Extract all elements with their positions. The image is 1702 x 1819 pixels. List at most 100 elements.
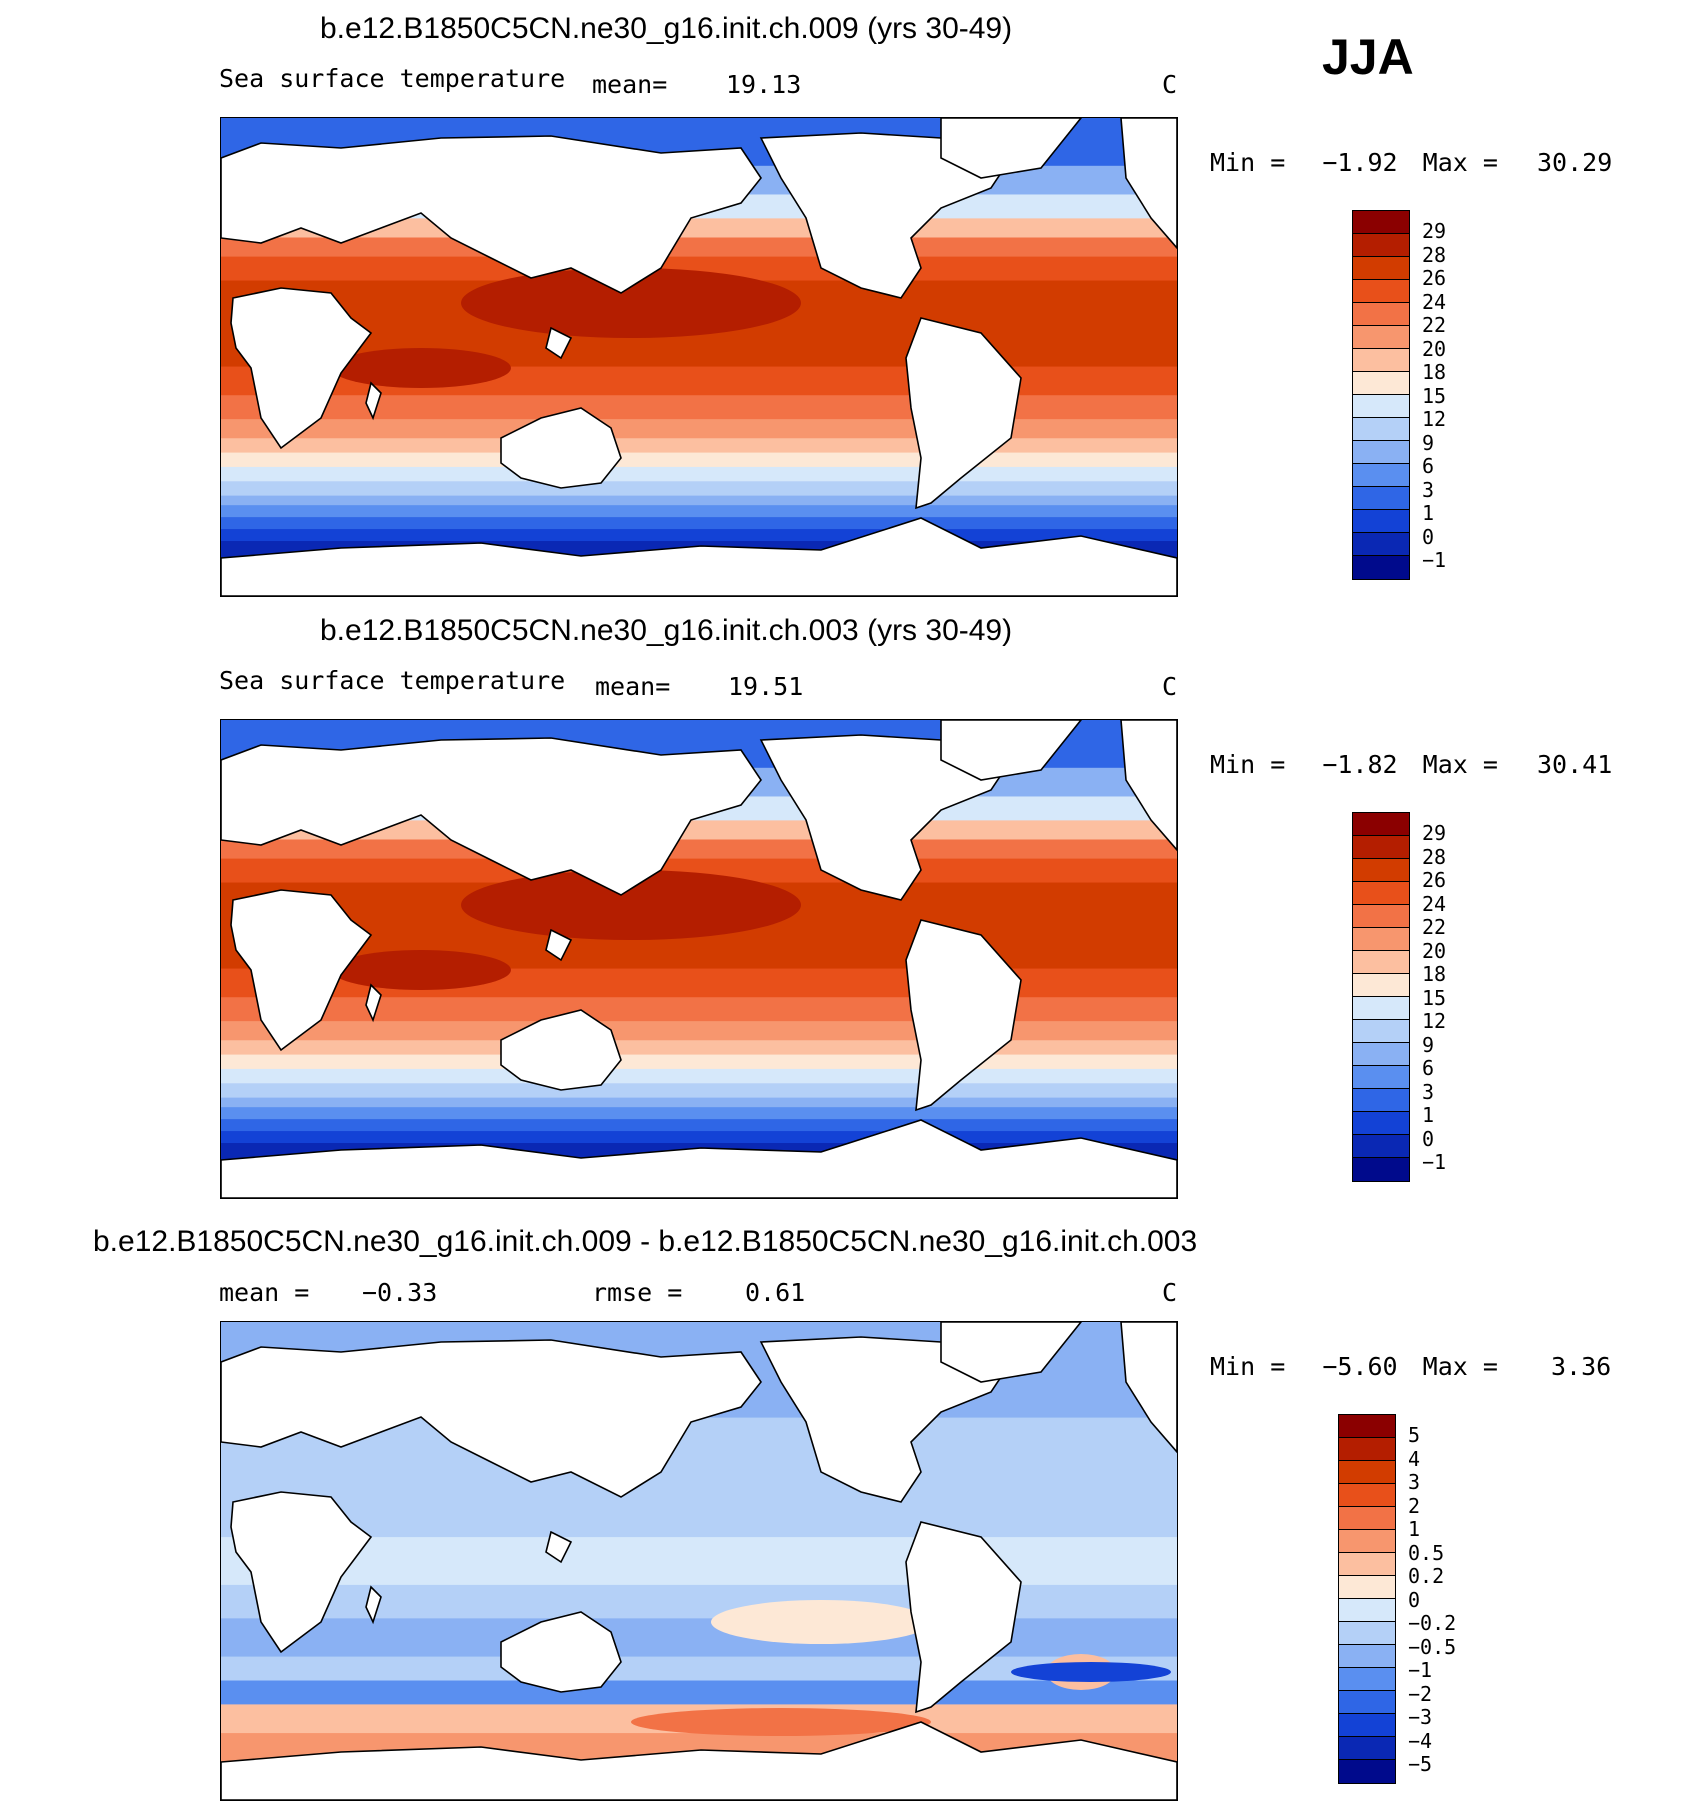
colorbar-swatch xyxy=(1353,418,1409,441)
units-label: C xyxy=(1162,672,1178,701)
colorbar-tick-label: 15 xyxy=(1422,383,1447,408)
sst-band xyxy=(221,1040,1177,1056)
sst-band xyxy=(221,495,1177,507)
warm-pool xyxy=(331,950,511,990)
land-outline xyxy=(221,737,762,896)
colorbar-swatch xyxy=(1339,1461,1395,1484)
panel-title: b.e12.B1850C5CN.ne30_g16.init.ch.003 (yr… xyxy=(320,614,1013,647)
sst-band xyxy=(221,1021,1177,1042)
colorbar-swatch xyxy=(1353,234,1409,257)
sst-band xyxy=(221,1068,1177,1085)
sst-map xyxy=(220,117,1178,597)
colorbar-tick-label: 0.5 xyxy=(1408,1540,1445,1565)
colorbar-swatch xyxy=(1353,326,1409,349)
land-outline xyxy=(500,407,622,489)
sst-band xyxy=(221,529,1177,543)
land-outline xyxy=(940,1322,1083,1383)
colorbar-swatch xyxy=(1353,556,1409,579)
colorbar-swatch xyxy=(1339,1760,1395,1783)
colorbar-swatch xyxy=(1353,997,1409,1020)
colorbar-swatch xyxy=(1353,303,1409,326)
land-outline xyxy=(1120,1322,1177,1454)
sst-band xyxy=(221,1119,1177,1133)
colorbar-tick-label: 26 xyxy=(1422,266,1447,290)
land-outline xyxy=(230,889,373,1052)
min-value: −1.92 xyxy=(1322,148,1398,177)
sst-band xyxy=(221,452,1177,468)
land-outline xyxy=(940,720,1083,781)
colorbar-swatch xyxy=(1339,1714,1395,1737)
colorbar-swatch xyxy=(1339,1668,1395,1691)
land-outline xyxy=(365,1585,382,1625)
colorbar-tick-label: −1 xyxy=(1422,1150,1447,1174)
land-outline xyxy=(1120,720,1177,852)
panel-3: b.e12.B1850C5CN.ne30_g16.init.ch.009 - b… xyxy=(0,1212,1702,1819)
colorbar-swatch xyxy=(1353,349,1409,372)
colorbar-swatch xyxy=(1353,836,1409,859)
max-value: 30.29 xyxy=(1536,148,1613,177)
land-outline xyxy=(1120,118,1177,250)
min-max-readout: Min = −5.60 Max = 3.36 xyxy=(1210,1352,1611,1381)
sst-band xyxy=(221,395,1177,421)
colorbar-tick-label: 24 xyxy=(1422,891,1447,916)
colorbar-swatch xyxy=(1353,510,1409,533)
min-label: Min = xyxy=(1210,148,1286,177)
min-label: Min = xyxy=(1210,750,1286,779)
sst-band xyxy=(221,1107,1177,1121)
sst-band xyxy=(221,1131,1177,1145)
colorbar-swatch xyxy=(1339,1599,1395,1622)
colorbar-tick-label: 18 xyxy=(1422,360,1447,384)
colorbar-tick-label: −1 xyxy=(1408,1658,1433,1682)
anomaly-patch xyxy=(711,1600,931,1644)
max-label: Max = xyxy=(1422,750,1498,779)
colorbar-tick-label: 2 xyxy=(1408,1493,1421,1518)
land-outline xyxy=(221,1339,762,1498)
land-outline xyxy=(545,928,573,962)
colorbar-tick-label: 29 xyxy=(1422,821,1447,845)
colorbar-tick-label: 5 xyxy=(1408,1423,1421,1447)
colorbar-swatch xyxy=(1339,1737,1395,1760)
land-outline xyxy=(221,517,1177,596)
anomaly-patch xyxy=(1011,1662,1171,1682)
colorbar-tick-label: 29 xyxy=(1422,219,1447,243)
colorbar-tick-label: −0.5 xyxy=(1408,1634,1457,1659)
warm-pool xyxy=(331,348,511,388)
colorbar-tick-label: 22 xyxy=(1422,313,1447,337)
colorbar-swatch xyxy=(1353,372,1409,395)
sst-band xyxy=(221,1097,1177,1109)
sst-band xyxy=(221,839,1177,860)
land-outline xyxy=(230,1491,373,1654)
colorbar-tick-label: −3 xyxy=(1408,1705,1433,1729)
colorbar-tick-label: 1 xyxy=(1408,1517,1421,1541)
colorbar-swatch xyxy=(1339,1438,1395,1461)
land-outline xyxy=(905,317,1022,510)
colorbar-tick-label: 20 xyxy=(1422,938,1447,963)
mean-label: mean= xyxy=(592,70,668,99)
land-outline xyxy=(221,1721,1177,1800)
mean-value: 19.13 xyxy=(726,70,802,99)
sst-band xyxy=(221,481,1177,497)
colorbar-swatch xyxy=(1353,1112,1409,1135)
sst-band xyxy=(221,1054,1177,1070)
colorbar-tick-label: 9 xyxy=(1422,430,1435,455)
land-outline xyxy=(500,1611,622,1693)
colorbar-tick-label: 28 xyxy=(1422,844,1447,869)
colorbar-swatch xyxy=(1353,1158,1409,1181)
colorbar-swatch xyxy=(1353,1089,1409,1112)
rmse-label: rmse = xyxy=(592,1278,683,1307)
sst-band xyxy=(221,517,1177,531)
min-value: −1.82 xyxy=(1322,750,1398,779)
colorbar-tick-label: 26 xyxy=(1422,868,1447,892)
colorbar-swatch xyxy=(1353,974,1409,997)
land-outline xyxy=(905,919,1022,1112)
field-name: Sea surface temperature xyxy=(219,64,566,93)
colorbar-swatch xyxy=(1339,1530,1395,1553)
land-outline xyxy=(940,118,1083,179)
colorbar-tick-label: 9 xyxy=(1422,1032,1435,1057)
max-value: 3.36 xyxy=(1550,1352,1612,1381)
sst-band xyxy=(221,1083,1177,1099)
rmse-value: 0.61 xyxy=(745,1278,806,1307)
colorbar-tick-label: 3 xyxy=(1422,1079,1435,1104)
panel-title: b.e12.B1850C5CN.ne30_g16.init.ch.009 - b… xyxy=(93,1225,1198,1258)
land-outline xyxy=(500,1009,622,1091)
